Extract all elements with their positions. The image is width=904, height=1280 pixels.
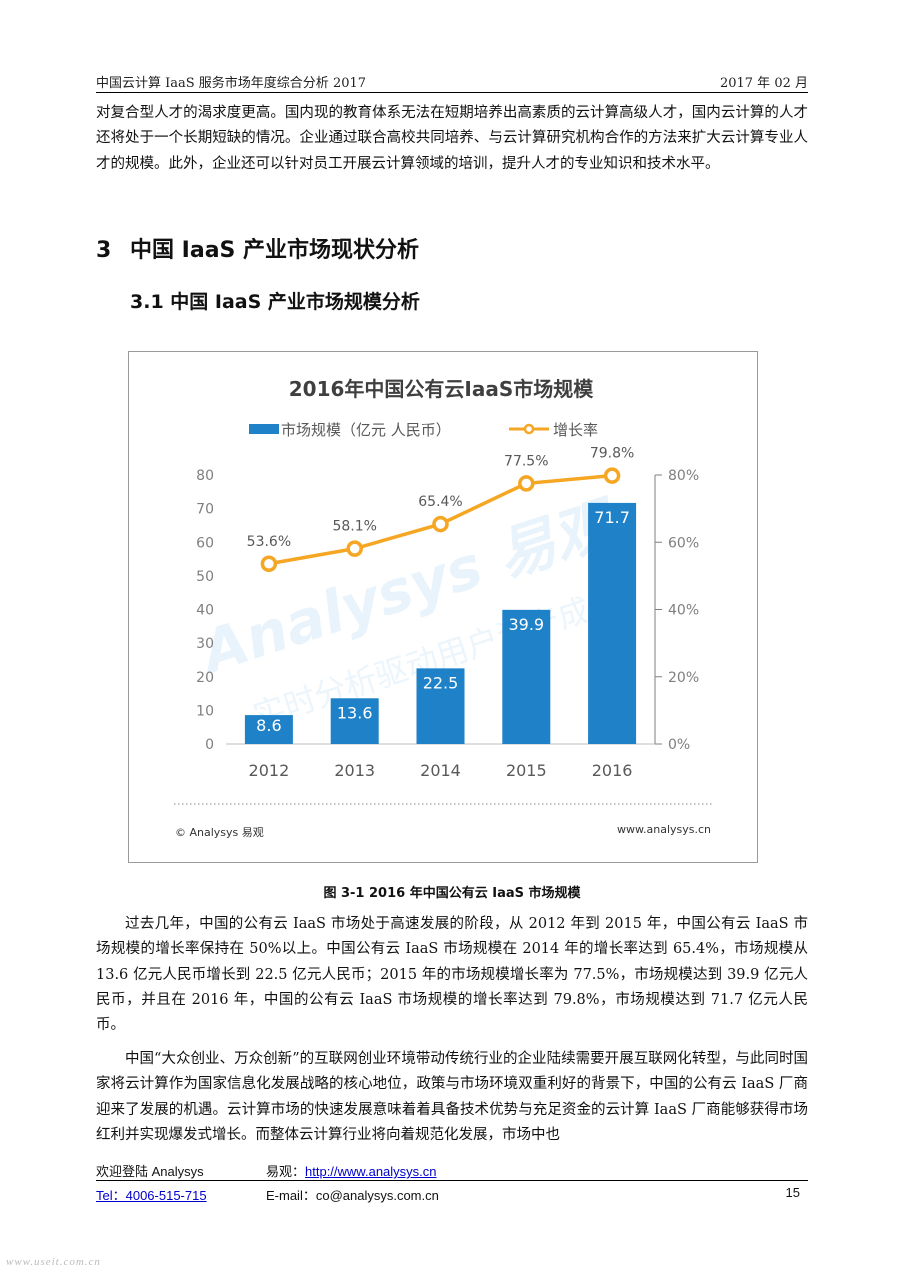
growth-point-2013 <box>346 540 363 557</box>
growth-point-2015 <box>518 475 535 492</box>
figure-caption: 图 3-1 2016 年中国公有云 IaaS 市场规模 <box>323 886 581 901</box>
growth-point-2014 <box>432 515 449 533</box>
bar-value-label: 39.9 <box>508 615 544 634</box>
section-heading: 3 中国 IaaS 产业市场现状分析 <box>96 232 419 264</box>
body-text-1: 过去几年，中国的公有云 IaaS 市场处于高速发展的阶段，从 2012 年到 2… <box>96 916 808 1034</box>
y-tick-label: 40 <box>196 603 214 619</box>
header-rule <box>96 92 808 93</box>
y-tick-label: 0 <box>205 737 214 753</box>
y2-tick-label: 0% <box>668 737 690 753</box>
header-date: 2017 年 02 月 <box>719 76 808 91</box>
y2-tick-label: 80% <box>668 468 699 484</box>
bar-value-label: 22.5 <box>423 673 459 692</box>
legend-bar-label: 市场规模（亿元 人民币） <box>281 421 451 439</box>
y-tick-label: 10 <box>196 703 214 719</box>
body-paragraph-1: 过去几年，中国的公有云 IaaS 市场处于高速发展的阶段，从 2012 年到 2… <box>96 912 808 1038</box>
y2-tick-label: 60% <box>668 535 699 551</box>
chart-figure: Analysys 易观 实时分析驱动用户资产成长 2016年中国公有云IaaS市场… <box>128 351 758 863</box>
bar-value-label: 71.7 <box>594 508 630 527</box>
footer-rule <box>96 1180 808 1181</box>
y-tick-label: 60 <box>196 535 214 551</box>
chart-source: © Analysys 易观 <box>175 826 264 839</box>
body-text-2: 中国“大众创业、万众创新”的互联网创业环境带动传统行业的企业陆续需要开展互联网化… <box>96 1051 808 1143</box>
body-paragraph-2: 中国“大众创业、万众创新”的互联网创业环境带动传统行业的企业陆续需要开展互联网化… <box>96 1047 808 1148</box>
growth-value-label: 79.8% <box>590 446 634 462</box>
footer-email: E-mail：co@analysys.com.cn <box>266 1188 439 1203</box>
y-tick-label: 20 <box>196 670 214 686</box>
y-tick-label: 70 <box>196 502 214 518</box>
x-tick-label: 2013 <box>334 761 375 780</box>
growth-point-2016 <box>603 467 621 484</box>
footer-tel-link[interactable]: Tel：4006-515-715 <box>96 1188 207 1203</box>
subsection-heading: 3.1 中国 IaaS 产业市场规模分析 <box>130 291 420 313</box>
footer-welcome: 欢迎登陆 Analysys <box>96 1164 204 1179</box>
chart-website: www.analysys.cn <box>617 823 711 836</box>
section-number: 3 <box>96 238 112 263</box>
growth-point-2012 <box>260 555 278 573</box>
y-tick-label: 30 <box>196 636 214 652</box>
intro-paragraph: 对复合型人才的渴求度更高。国内现的教育体系无法在短期培养出高素质的云计算高级人才… <box>96 101 808 177</box>
chart-bars: 8.6 13.6 22.5 39.9 71.7 <box>244 502 637 744</box>
intro-text: 对复合型人才的渴求度更高。国内现的教育体系无法在短期培养出高素质的云计算高级人才… <box>96 105 808 172</box>
x-tick-label: 2016 <box>592 761 633 780</box>
bar-2013 <box>330 698 379 744</box>
footer-website-link[interactable]: http://www.analysys.cn <box>305 1164 437 1179</box>
footer-yiguan: 易观：http://www.analysys.cn <box>266 1161 437 1180</box>
chart-growth-line: 53.6% 58.1% 65.4% 77.5% 79.8% <box>247 446 634 573</box>
legend-bar-swatch <box>249 424 279 434</box>
bar-value-label: 13.6 <box>337 703 373 722</box>
page-number: 15 <box>785 1185 800 1200</box>
bar-2016 <box>588 502 637 744</box>
x-tick-label: 2015 <box>506 761 547 780</box>
y-tick-label: 80 <box>196 468 214 484</box>
growth-value-label: 65.4% <box>418 494 462 510</box>
legend-line-marker <box>523 423 535 435</box>
y-tick-label: 50 <box>196 569 214 585</box>
bar-value-label: 8.6 <box>256 716 281 735</box>
growth-value-label: 53.6% <box>247 534 291 550</box>
bar-2015 <box>502 609 551 744</box>
header-title: 中国云计算 IaaS 服务市场年度综合分析 2017 <box>96 76 367 91</box>
x-tick-label: 2012 <box>249 761 290 780</box>
legend: 市场规模（亿元 人民币） 增长率 <box>249 421 598 439</box>
growth-value-label: 58.1% <box>332 519 376 535</box>
legend-line-label: 增长率 <box>553 421 598 439</box>
page-watermark: www.useit.com.cn <box>6 1256 101 1268</box>
chart-title: 2016年中国公有云IaaS市场规模 <box>289 377 595 401</box>
bar-2014 <box>416 668 465 744</box>
y2-tick-label: 40% <box>668 603 699 619</box>
growth-value-label: 77.5% <box>504 453 548 469</box>
section-title: 中国 IaaS 产业市场现状分析 <box>130 238 420 263</box>
bar-2012 <box>244 715 293 744</box>
chart-axes: 0 10 20 30 40 50 60 70 80 0% 20% 40% 60% 80% 2012 2013 2… <box>196 468 699 780</box>
x-tick-label: 2014 <box>420 761 461 780</box>
y2-tick-label: 20% <box>668 670 699 686</box>
footer-yiguan-label: 易观： <box>266 1164 306 1179</box>
